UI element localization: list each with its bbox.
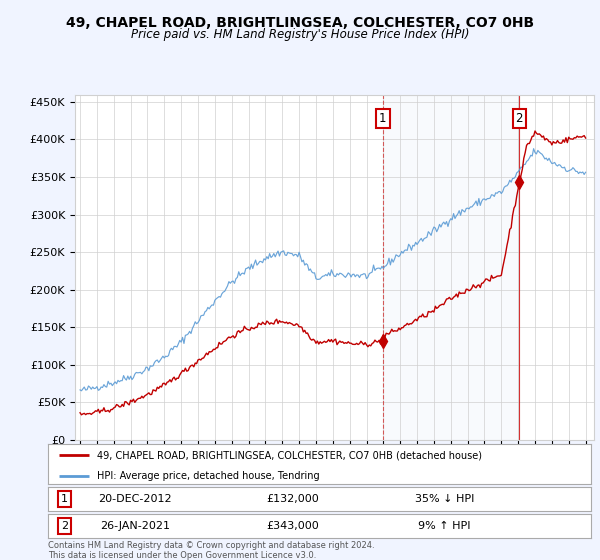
Text: Contains HM Land Registry data © Crown copyright and database right 2024.
This d: Contains HM Land Registry data © Crown c… xyxy=(48,541,374,560)
Text: 20-DEC-2012: 20-DEC-2012 xyxy=(98,494,172,504)
Text: 2: 2 xyxy=(61,521,68,531)
Text: 1: 1 xyxy=(61,494,68,504)
Text: 35% ↓ HPI: 35% ↓ HPI xyxy=(415,494,474,504)
Text: 2: 2 xyxy=(515,113,523,125)
Text: 1: 1 xyxy=(379,113,386,125)
Text: £132,000: £132,000 xyxy=(266,494,319,504)
Text: Price paid vs. HM Land Registry's House Price Index (HPI): Price paid vs. HM Land Registry's House … xyxy=(131,28,469,41)
Text: 49, CHAPEL ROAD, BRIGHTLINGSEA, COLCHESTER, CO7 0HB: 49, CHAPEL ROAD, BRIGHTLINGSEA, COLCHEST… xyxy=(66,16,534,30)
Bar xyxy=(383,95,520,440)
Text: 9% ↑ HPI: 9% ↑ HPI xyxy=(418,521,470,531)
Text: HPI: Average price, detached house, Tendring: HPI: Average price, detached house, Tend… xyxy=(97,470,319,480)
Text: 26-JAN-2021: 26-JAN-2021 xyxy=(100,521,170,531)
Text: £343,000: £343,000 xyxy=(266,521,319,531)
Text: 49, CHAPEL ROAD, BRIGHTLINGSEA, COLCHESTER, CO7 0HB (detached house): 49, CHAPEL ROAD, BRIGHTLINGSEA, COLCHEST… xyxy=(97,450,482,460)
